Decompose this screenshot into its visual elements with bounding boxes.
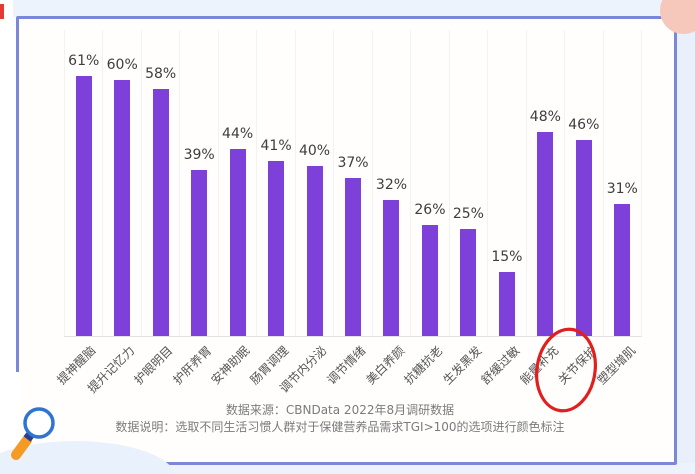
bar — [421, 225, 438, 336]
bar-slot: 25% — [448, 30, 487, 336]
background-bottom-strip — [0, 463, 695, 474]
bar-slot: 61% — [64, 30, 102, 336]
bar — [460, 229, 477, 336]
bar-slot: 31% — [602, 30, 641, 336]
bar-slot: 46% — [564, 30, 602, 336]
data-note-line: 数据说明：选取不同生活习惯人群对于保健营养品需求TGI>100的选项进行颜色标注 — [115, 420, 565, 434]
bar-slot: 41% — [256, 30, 294, 336]
bar — [229, 149, 246, 336]
bar — [498, 272, 515, 336]
bar-slot: 48% — [525, 30, 564, 336]
bar — [306, 166, 323, 336]
frame-border-cover — [13, 372, 22, 464]
bar-value-label: 15% — [491, 249, 523, 265]
bar-value-label: 41% — [260, 138, 292, 154]
bar-value-label: 39% — [183, 147, 215, 163]
bar-value-label: 32% — [375, 177, 408, 193]
bar-value-label: 37% — [337, 155, 369, 171]
bar-value-label: 40% — [298, 143, 331, 159]
bar-slot: 15% — [487, 30, 525, 336]
bar — [383, 200, 400, 336]
background-right-strip — [677, 0, 695, 474]
bar — [191, 170, 208, 336]
bar-value-label: 26% — [414, 202, 446, 218]
bar-value-label: 60% — [106, 57, 138, 73]
background-top-strip — [13, 0, 695, 17]
bar-slot: 32% — [371, 30, 410, 336]
bar-value-label: 48% — [529, 109, 561, 125]
bar-value-label: 61% — [68, 53, 100, 69]
bar-value-label: 44% — [222, 126, 254, 142]
highlight-circle-annotation — [535, 327, 597, 413]
bar — [268, 161, 285, 336]
bar — [345, 178, 362, 336]
data-source-line: 数据来源：CBNData 2022年8月调研数据 — [225, 403, 455, 417]
bar-value-label: 58% — [145, 66, 177, 82]
magnifier-icon — [11, 407, 55, 460]
bar-value-label: 46% — [568, 117, 600, 133]
bar-slot: 60% — [102, 30, 140, 336]
bar-value-label: 25% — [452, 206, 484, 222]
bar — [575, 140, 592, 336]
red-edge-mark — [0, 4, 4, 19]
bar-value-label: 31% — [606, 181, 638, 197]
bar — [114, 80, 131, 336]
category-label-cell: 塑型增肌 — [594, 339, 642, 411]
bar — [75, 76, 92, 336]
bar — [152, 89, 169, 336]
bar-slot: 37% — [333, 30, 371, 336]
bar-slot: 40% — [294, 30, 333, 336]
bar-plot: 61% 60% 58% 39% 44% 41% 40% 37% 32% 26% 25% 15% 48% 4… — [64, 30, 642, 337]
bar-slot: 44% — [217, 30, 256, 336]
bar — [537, 132, 554, 336]
bar — [614, 204, 631, 336]
bar-slot: 26% — [410, 30, 448, 336]
highlight-ellipse — [535, 327, 597, 413]
footer-notes: 数据来源：CBNData 2022年8月调研数据 数据说明：选取不同生活习惯人群… — [30, 402, 650, 436]
bar-slot: 58% — [140, 30, 179, 336]
bar-slot: 39% — [179, 30, 217, 336]
